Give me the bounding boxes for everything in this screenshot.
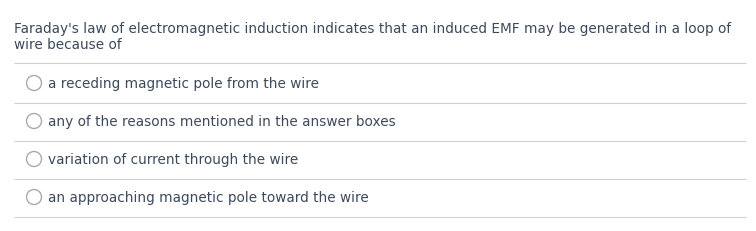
Text: Faraday's law of electromagnetic induction indicates that an induced EMF may be : Faraday's law of electromagnetic inducti… <box>14 22 731 36</box>
Text: variation of current through the wire: variation of current through the wire <box>48 152 298 166</box>
Text: any of the reasons mentioned in the answer boxes: any of the reasons mentioned in the answ… <box>48 115 395 128</box>
Text: wire because of: wire because of <box>14 38 122 52</box>
Text: a receding magnetic pole from the wire: a receding magnetic pole from the wire <box>48 77 318 91</box>
Text: an approaching magnetic pole toward the wire: an approaching magnetic pole toward the … <box>48 190 368 204</box>
